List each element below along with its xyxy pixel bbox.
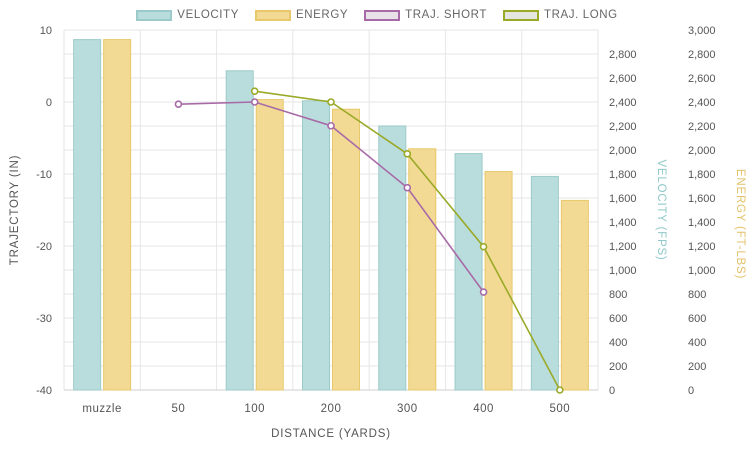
x-tick-label: muzzle (82, 403, 121, 415)
bar-energy-300 (408, 148, 437, 391)
point-traj-long-200 (327, 98, 335, 106)
point-traj-short-50 (174, 100, 183, 108)
energy-tick-label: 1,400 (688, 217, 716, 229)
energy-tick-label: 1,600 (688, 193, 716, 205)
energy-tick-label: 3,000 (688, 25, 716, 37)
left-axis-title: TRAJECTORY (IN) (9, 155, 21, 265)
legend-swatch (136, 9, 173, 21)
left-tick-label: -10 (36, 169, 52, 181)
bar-velocity-500 (530, 175, 559, 391)
legend-label: VELOCITY (177, 9, 239, 21)
point-traj-long-400 (479, 242, 488, 251)
bar-velocity-200 (302, 100, 330, 391)
legend-item-traj-long[interactable]: TRAJ. LONG (502, 6, 618, 24)
energy-tick-label: 400 (688, 337, 706, 349)
energy-tick-label: 200 (688, 361, 706, 373)
bar-energy-200 (332, 108, 360, 391)
bar-velocity-muzzle (73, 39, 102, 391)
energy-tick-label: 800 (688, 289, 706, 301)
legend: VELOCITY ENERGY TRAJ. SHORT TRAJ. LONG (0, 6, 754, 24)
x-tick-label: 500 (550, 403, 571, 415)
velocity-tick-label: 2,800 (609, 49, 637, 61)
left-tick-label: -40 (36, 385, 52, 397)
bar-velocity-100 (225, 70, 254, 391)
bar-energy-100 (255, 99, 284, 391)
velocity-tick-label: 1,600 (609, 193, 637, 205)
energy-tick-label: 2,600 (688, 73, 716, 85)
energy-axis-title: ENERGY (FT-LBS) (734, 169, 746, 279)
energy-tick-label: 1,800 (688, 169, 716, 181)
x-tick-label: 200 (321, 403, 342, 415)
point-traj-short-300 (403, 183, 412, 192)
legend-item-energy[interactable]: ENERGY (254, 6, 349, 24)
energy-tick-label: 0 (688, 385, 694, 397)
x-tick-label: 300 (397, 403, 418, 415)
velocity-tick-label: 2,200 (609, 121, 637, 133)
velocity-tick-label: 600 (609, 313, 627, 325)
x-tick-label: 400 (473, 403, 494, 415)
legend-swatch (364, 9, 401, 21)
legend-label: TRAJ. LONG (543, 9, 618, 21)
left-tick-label: 10 (40, 25, 52, 37)
bar-velocity-300 (378, 125, 407, 391)
line-traj-short (178, 101, 485, 293)
legend-label: TRAJ. SHORT (405, 9, 487, 21)
point-traj-short-400 (479, 288, 488, 296)
velocity-tick-label: 400 (609, 337, 627, 349)
legend-label: ENERGY (295, 9, 349, 21)
x-axis-title: DISTANCE (YARDS) (271, 428, 391, 440)
x-tick-label: 100 (244, 403, 265, 415)
left-tick-label: -20 (36, 241, 52, 253)
legend-swatch (254, 9, 291, 21)
energy-tick-label: 2,000 (688, 145, 716, 157)
energy-tick-label: 2,200 (688, 121, 716, 133)
velocity-tick-label: 2,400 (609, 97, 637, 109)
point-traj-short-100 (250, 98, 259, 106)
velocity-tick-label: 2,000 (609, 145, 637, 157)
energy-tick-label: 2,800 (688, 49, 716, 61)
energy-tick-label: 1,200 (688, 241, 716, 253)
legend-item-traj-short[interactable]: TRAJ. SHORT (364, 6, 487, 24)
velocity-axis-title: VELOCITY (FPS) (655, 159, 667, 260)
point-traj-short-200 (327, 121, 335, 130)
line-traj-long (254, 90, 561, 391)
velocity-tick-label: 800 (609, 289, 627, 301)
bar-energy-500 (560, 199, 589, 391)
x-tick-label: 50 (172, 403, 186, 415)
energy-tick-label: 2,400 (688, 97, 716, 109)
legend-item-velocity[interactable]: VELOCITY (136, 6, 239, 24)
left-tick-label: 0 (46, 97, 52, 109)
velocity-tick-label: 1,400 (609, 217, 637, 229)
velocity-tick-label: 1,000 (609, 265, 637, 277)
velocity-tick-label: 1,200 (609, 241, 637, 253)
energy-tick-label: 600 (688, 313, 706, 325)
energy-tick-label: 1,000 (688, 265, 716, 277)
velocity-tick-label: 0 (609, 385, 615, 397)
bar-energy-400 (484, 171, 513, 391)
point-traj-long-100 (250, 87, 259, 95)
velocity-tick-label: 200 (609, 361, 627, 373)
velocity-tick-label: 2,600 (609, 73, 637, 85)
bar-energy-muzzle (103, 39, 132, 391)
point-traj-long-500 (556, 386, 564, 394)
velocity-tick-label: 1,800 (609, 169, 637, 181)
legend-swatch (502, 9, 539, 21)
point-traj-long-300 (403, 150, 412, 158)
left-tick-label: -30 (36, 313, 52, 325)
